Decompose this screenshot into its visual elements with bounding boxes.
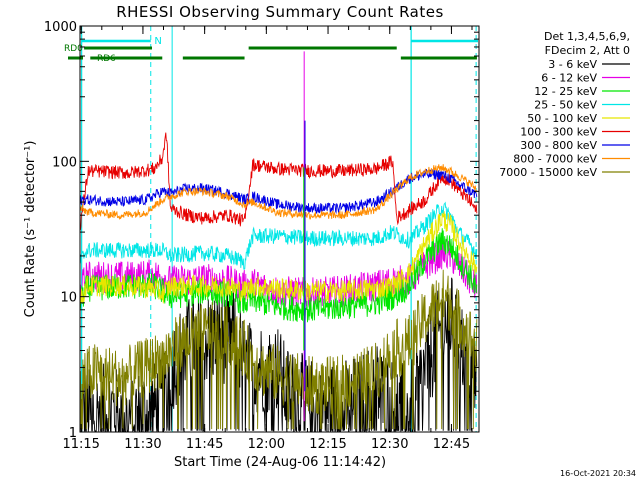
- legend-label: 100 - 300 keV: [520, 126, 597, 139]
- legend-label: 7000 - 15000 keV: [499, 166, 597, 179]
- series-line-4: [79, 201, 478, 270]
- x-tick-label: 12:30: [371, 437, 408, 452]
- legend-label: 12 - 25 keV: [534, 85, 597, 98]
- x-axis-ticks: 11:15 11:30 11:45 12:00 12:15 12:30 12:45: [62, 26, 473, 452]
- plot-series: [79, 51, 478, 433]
- y-axis-label: Count Rate (s⁻¹ detector⁻¹): [23, 141, 38, 318]
- x-tick-label: 11:30: [124, 437, 161, 452]
- rd6-label: RD6: [97, 54, 116, 64]
- series-line-8: [79, 164, 478, 221]
- series-line-9: [79, 269, 478, 430]
- y-tick-label: 1000: [44, 20, 77, 35]
- y-tick-label: 1: [69, 426, 77, 441]
- legend-header-line-1: Det 1,3,4,5,6,9,: [544, 30, 630, 43]
- x-tick-label: 12:00: [248, 437, 285, 452]
- y-axis-ticks: 1 10 100 1000: [44, 20, 479, 441]
- rd0-label: RD0: [64, 44, 83, 54]
- x-tick-label: 11:15: [62, 437, 99, 452]
- legend-label: 300 - 800 keV: [520, 139, 597, 152]
- chart-title: RHESSI Observing Summary Count Rates: [116, 3, 444, 21]
- y-tick-label: 10: [60, 291, 77, 306]
- series-line-5: [79, 211, 478, 304]
- legend-label: 3 - 6 keV: [548, 58, 597, 71]
- render-timestamp: 16-Oct-2021 20:34: [560, 469, 636, 478]
- x-tick-label: 12:45: [433, 437, 470, 452]
- series-line-1: [79, 277, 478, 433]
- series-line-6: [79, 132, 478, 231]
- legend-label: 25 - 50 keV: [534, 99, 597, 112]
- x-tick-label: 12:15: [309, 437, 346, 452]
- night-label: N: [154, 36, 161, 47]
- y-tick-label: 100: [52, 155, 77, 170]
- plot-decorations: N RD0 RD6: [64, 26, 478, 432]
- legend-header-line-2: FDecim 2, Att 0: [545, 44, 630, 57]
- x-tick-label: 11:45: [186, 437, 223, 452]
- legend-label: 800 - 7000 keV: [513, 153, 597, 166]
- plot-frame: [79, 25, 480, 433]
- legend-label: 50 - 100 keV: [527, 112, 597, 125]
- x-axis-label: Start Time (24-Aug-06 11:14:42): [174, 455, 386, 470]
- legend-label: 6 - 12 keV: [541, 72, 597, 85]
